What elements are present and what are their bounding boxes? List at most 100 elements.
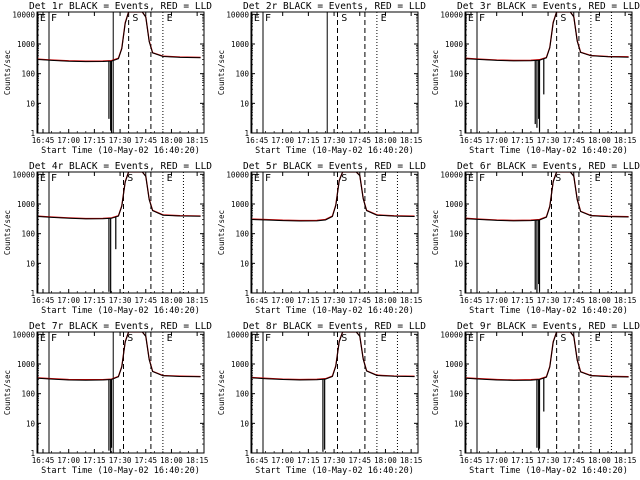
x-axis-label: Start Time (10-May-02 16:40:20) [255,466,414,476]
x-tick-label: 17:15 [297,456,320,465]
y-tick-label: 1000 [17,40,36,49]
x-tick-label: 17:30 [323,296,346,305]
y-tick-label: 10000 [12,170,35,179]
x-tick-label: 17:15 [297,296,320,305]
x-tick-label: 16:45 [246,136,269,145]
x-tick-label: 17:00 [57,456,80,465]
marker-label: F [265,13,271,24]
marker-label: E [595,333,601,344]
plot-frame [250,11,419,134]
marker-label: E [167,333,173,344]
y-tick-label: 10 [26,259,36,268]
marker-label: F [51,173,57,184]
marker-label: E [254,173,260,184]
plot-frame [464,11,633,134]
y-tick-label: 1 [244,129,249,138]
panel-6: Det 6r BLACK = Events, RED = LLD Counts/s… [431,161,640,316]
x-tick-label: 18:15 [186,296,209,305]
y-tick-label: 100 [235,230,249,239]
y-tick-label: 100 [21,230,35,239]
x-tick-label: 17:45 [348,296,371,305]
y-tick-label: 10000 [226,10,249,19]
y-tick-label: 100 [235,390,249,399]
y-tick-label: 10 [26,419,36,428]
marker-label: S [341,13,347,24]
y-axis-label: Counts/sec [217,210,226,255]
y-tick-label: 10 [454,419,464,428]
y-tick-label: 10000 [226,170,249,179]
x-axis-label: Start Time (10-May-02 16:40:20) [41,306,200,316]
plot-frame [36,11,205,134]
x-tick-label: 16:45 [32,296,55,305]
x-tick-label: 18:00 [588,456,611,465]
marker-label: E [595,173,601,184]
events-series-line [465,332,629,381]
panel-8: Det 8r BLACK = Events, RED = LLD Counts/s… [217,321,426,476]
x-tick-label: 18:00 [374,136,397,145]
plot-frame [36,171,205,294]
x-tick-label: 17:30 [109,456,132,465]
panel-7: Det 7r BLACK = Events, RED = LLD Counts/s… [3,321,212,476]
events-series-line [37,172,201,220]
y-tick-label: 1 [244,289,249,298]
marker-label: F [265,173,271,184]
x-tick-label: 16:45 [32,456,55,465]
x-tick-label: 18:15 [400,456,423,465]
x-tick-label: 17:00 [485,136,508,145]
events-series-line [37,332,201,381]
marker-label: E [40,173,46,184]
y-tick-label: 1 [244,449,249,458]
y-tick-label: 1 [30,289,35,298]
marker-label: S [341,333,347,344]
y-tick-label: 10000 [12,10,35,19]
plot-frame [250,331,419,454]
y-axis-label: Counts/sec [431,210,440,255]
y-axis-label: Counts/sec [431,50,440,95]
x-axis-label: Start Time (10-May-02 16:40:20) [255,146,414,156]
x-tick-label: 18:00 [374,296,397,305]
y-tick-label: 1 [458,129,463,138]
marker-label: S [560,333,566,344]
x-tick-label: 17:30 [323,136,346,145]
x-tick-label: 18:15 [400,296,423,305]
panel-2: Det 2r BLACK = Events, RED = LLD Counts/s… [217,1,426,156]
y-tick-label: 1 [458,289,463,298]
panel-title: Det 9r BLACK = Events, RED = LLD [457,321,640,332]
y-tick-label: 1000 [231,40,250,49]
x-tick-label: 18:15 [614,136,637,145]
y-tick-label: 1000 [231,360,250,369]
panel-5: Det 5r BLACK = Events, RED = LLD Counts/s… [217,161,426,316]
marker-label: S [555,173,561,184]
x-tick-label: 18:00 [160,296,183,305]
y-tick-label: 100 [21,390,35,399]
plot-frame [36,331,205,454]
x-axis-label: Start Time (10-May-02 16:40:20) [469,146,628,156]
y-tick-label: 10 [26,99,36,108]
panel-title: Det 1r BLACK = Events, RED = LLD [29,1,212,12]
x-tick-label: 17:45 [348,136,371,145]
marker-label: F [479,333,485,344]
events-series-line [37,12,201,63]
y-tick-label: 100 [235,70,249,79]
marker-label: E [40,13,46,24]
panel-3: Det 3r BLACK = Events, RED = LLD Counts/s… [431,1,640,156]
plot-frame [464,331,633,454]
marker-label: E [381,13,387,24]
marker-label: E [468,173,474,184]
lld-series-line [465,332,629,381]
x-axis-label: Start Time (10-May-02 16:40:20) [41,146,200,156]
x-tick-label: 17:30 [109,136,132,145]
x-tick-label: 17:45 [134,136,157,145]
x-tick-label: 17:45 [134,456,157,465]
x-tick-label: 16:45 [246,456,269,465]
y-tick-label: 10000 [226,330,249,339]
y-axis-label: Counts/sec [217,370,226,415]
x-tick-label: 18:00 [374,456,397,465]
marker-label: E [468,333,474,344]
